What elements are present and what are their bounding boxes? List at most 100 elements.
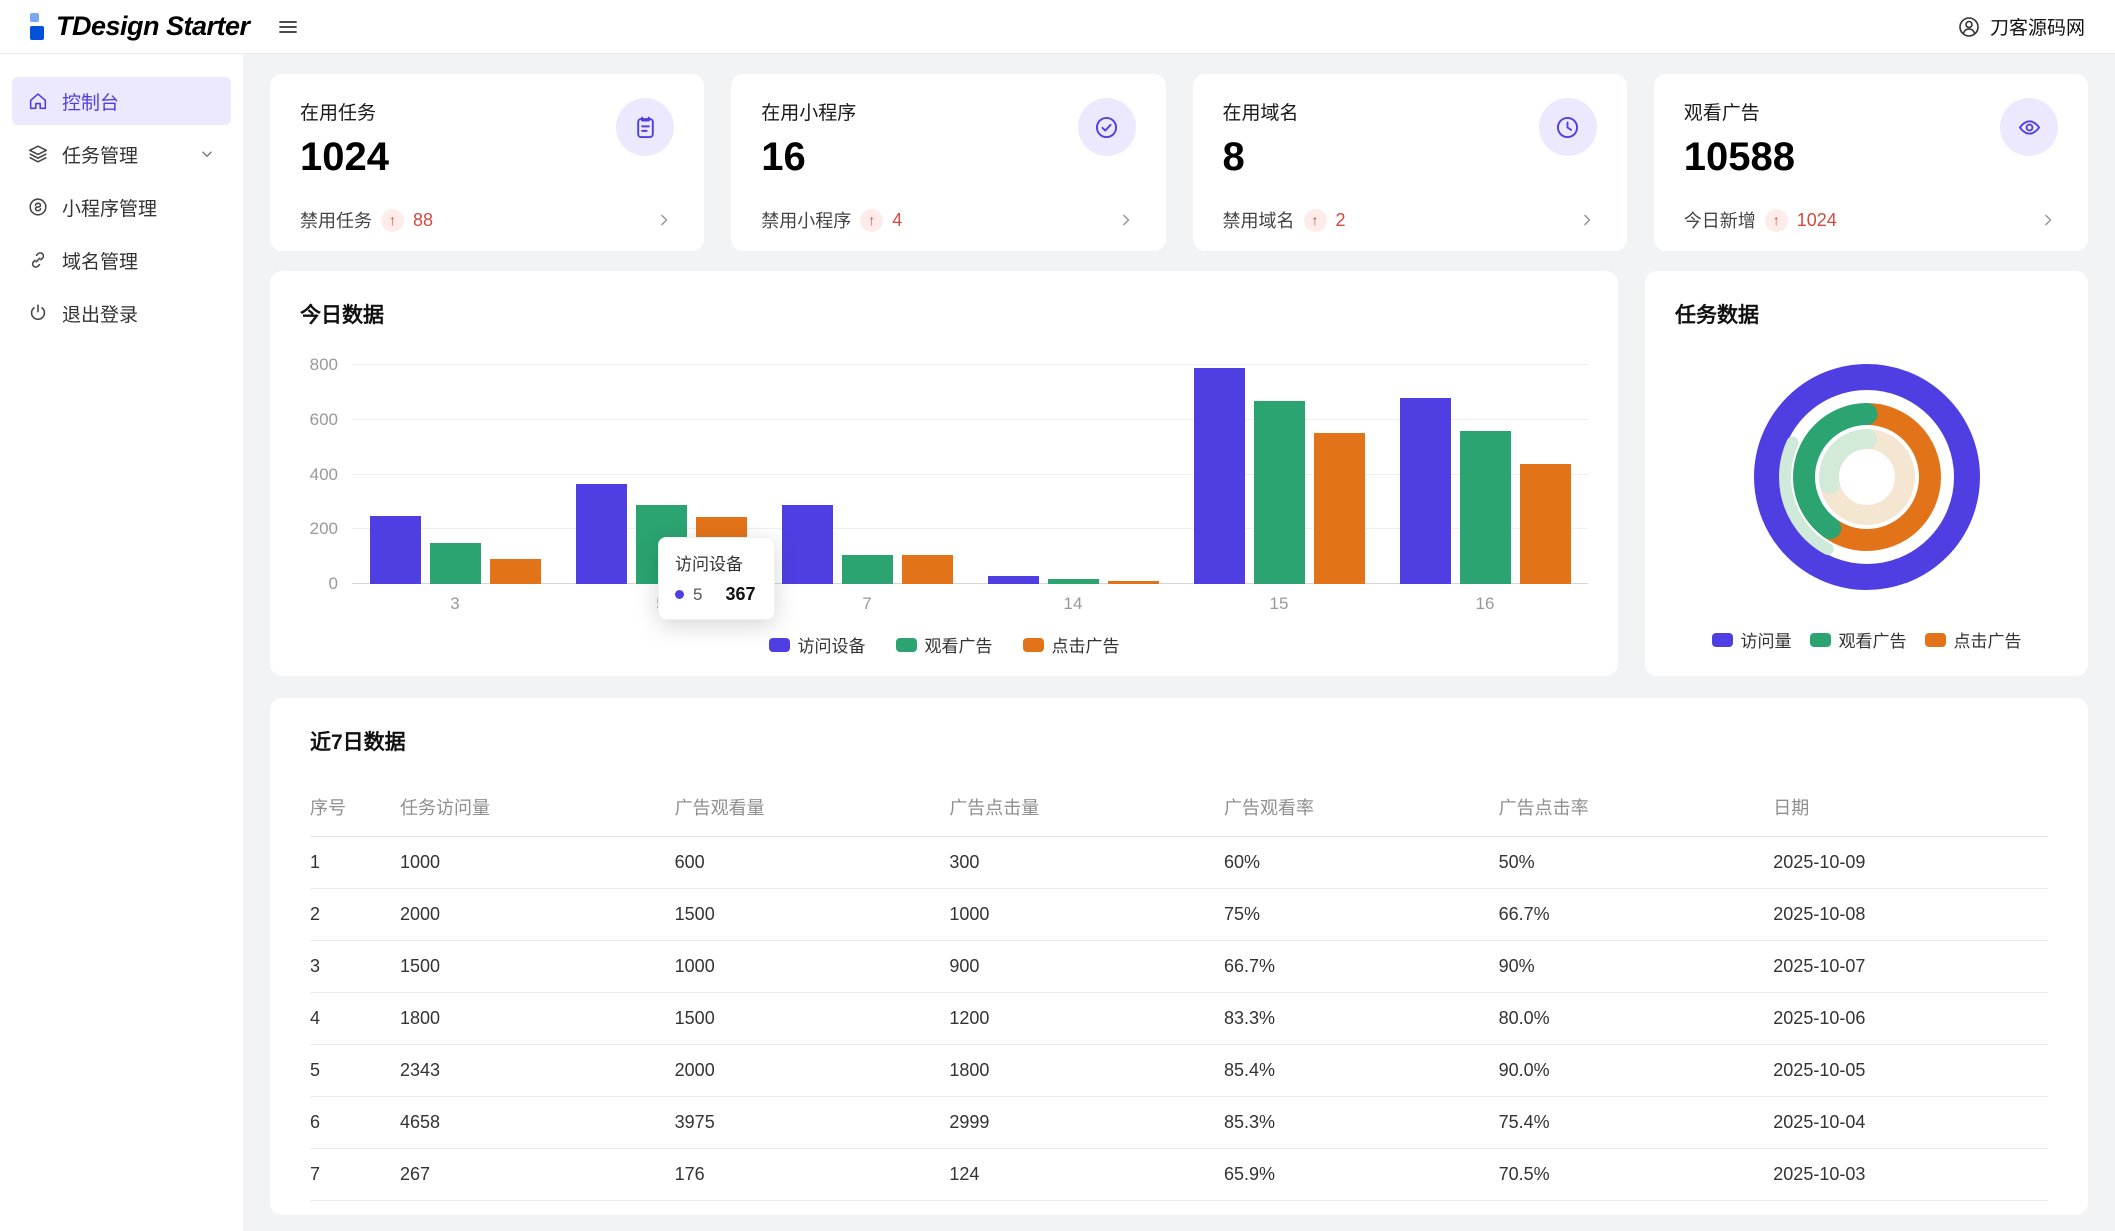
bar-访问设备[interactable] [369, 515, 421, 584]
legend-item[interactable]: 访问量 [1711, 627, 1792, 652]
chevron-right-icon[interactable] [1577, 210, 1597, 230]
stat-card-ad-views[interactable]: 观看广告 10588 今日新增 ↑ 1024 [1653, 74, 2088, 251]
sidebar-item-miniprogram-management[interactable]: 小程序管理 [12, 183, 231, 231]
x-tick-label: 16 [1475, 594, 1495, 613]
table-cell: 124 [949, 1148, 1224, 1201]
donut-segment-访问量[interactable] [1753, 364, 1980, 590]
home-icon [29, 93, 47, 110]
topbar: TDesign Starter 刀客源码网 [0, 0, 2115, 54]
stat-delta: 88 [413, 209, 434, 230]
bar-访问设备[interactable] [1399, 397, 1451, 584]
stat-top: 在用小程序 16 [761, 98, 1136, 180]
chevron-right-icon[interactable] [2038, 210, 2058, 230]
table-row: 5 2343 2000 1800 85.4% 90.0% 2025-10-05 [310, 1044, 2048, 1097]
table-cell: 50% [1498, 836, 1774, 889]
week-table-body: 1 1000 600 300 60% 50% 2025-10-09 2 2000 1500 1000… [310, 836, 2048, 1201]
table-column-header: 广告点击率 [1498, 778, 1774, 837]
donut-segment-观看广告-outer-light[interactable] [1778, 389, 1955, 565]
sidebar-item-task-management[interactable]: 任务管理 [12, 130, 231, 178]
chevron-down-icon[interactable] [198, 145, 216, 163]
bar-点击广告[interactable] [901, 555, 953, 584]
sidebar-item-dashboard[interactable]: 控制台 [12, 77, 231, 125]
stat-delta: 2 [1335, 209, 1346, 230]
bar-观看广告[interactable] [1047, 578, 1099, 584]
card-title: 任务数据 [1675, 304, 1759, 327]
legend-item[interactable]: 观看广告 [1809, 627, 1907, 652]
card-title: 今日数据 [300, 304, 384, 327]
table-column-header: 广告观看率 [1223, 778, 1499, 837]
stat-label: 在用域名 [1222, 103, 1299, 124]
stat-label: 在用小程序 [761, 103, 857, 124]
legend-swatch [1711, 632, 1733, 647]
stat-footer: 禁用小程序 ↑ 4 [761, 207, 1135, 233]
table-cell: 1500 [400, 940, 675, 993]
bar-访问设备[interactable] [1193, 367, 1245, 584]
bar-plot [352, 364, 1588, 584]
bar-观看广告[interactable] [1253, 400, 1305, 584]
stat-card-active-miniprograms[interactable]: 在用小程序 16 禁用小程序 ↑ 4 [731, 74, 1166, 251]
donut-segment-观看广告[interactable] [1792, 403, 1941, 551]
x-tick-label: 14 [1063, 594, 1083, 613]
bar-访问设备[interactable] [987, 575, 1039, 584]
bar-点击广告[interactable] [1107, 581, 1159, 584]
sidebar-item-label: 小程序管理 [62, 198, 158, 220]
legend-item[interactable]: 观看广告 [895, 632, 993, 657]
bar-group [352, 365, 558, 584]
stat-delta: 1024 [1796, 209, 1837, 230]
gridline [352, 583, 1588, 584]
bar-group [1176, 365, 1382, 584]
chevron-right-icon[interactable] [654, 210, 674, 230]
table-cell: 80.0% [1498, 992, 1774, 1045]
bar-观看广告[interactable] [841, 555, 893, 584]
stat-footer: 禁用域名 ↑ 2 [1223, 207, 1597, 233]
clock-icon [1538, 98, 1597, 156]
bar-点击广告[interactable] [1519, 463, 1571, 584]
legend-item[interactable]: 点击广告 [1022, 632, 1120, 657]
bar-观看广告[interactable] [429, 542, 481, 584]
menu-toggle-icon[interactable] [276, 15, 300, 39]
stat-card-active-domains[interactable]: 在用域名 8 禁用域名 ↑ 2 [1192, 74, 1627, 251]
table-cell: 66.7% [1498, 888, 1774, 941]
link-icon [31, 252, 45, 268]
table-cell: 1200 [949, 992, 1224, 1045]
table-cell: 267 [400, 1148, 675, 1201]
bar-观看广告[interactable] [1459, 430, 1511, 584]
bar-访问设备[interactable] [575, 483, 627, 584]
table-cell: 75% [1223, 888, 1499, 941]
table-cell: 2343 [400, 1044, 675, 1097]
table-column-header: 日期 [1773, 778, 2048, 837]
stat-value: 16 [761, 135, 806, 179]
series-marker-dot [675, 590, 684, 599]
table-column-header: 广告点击量 [949, 778, 1224, 837]
legend-item[interactable]: 访问设备 [768, 632, 866, 657]
donut-segment-inner-light-green[interactable] [1818, 429, 1915, 525]
week-table: 序号 任务访问量 广告观看量 广告点击量 广告观看率 广告点击率 日期 1 1000 600 30… [310, 778, 2048, 1201]
donut-chart[interactable] [1727, 337, 2007, 617]
legend-item[interactable]: 点击广告 [1924, 627, 2022, 652]
tdesign-logo-icon [30, 13, 44, 40]
y-tick-label: 600 [309, 409, 338, 429]
app-title: TDesign Starter [56, 11, 250, 41]
table-cell: 4 [310, 992, 400, 1045]
user-menu[interactable]: 刀客源码网 [1957, 13, 2085, 40]
stat-value: 8 [1222, 135, 1245, 179]
bar-group [970, 365, 1176, 584]
legend-swatch [895, 637, 917, 652]
table-cell: 1000 [949, 888, 1224, 941]
table-cell: 7 [310, 1148, 400, 1201]
gridline [352, 528, 1588, 530]
table-cell: 2025-10-09 [1773, 836, 2048, 889]
check-circle-icon [1077, 98, 1136, 156]
chevron-right-icon[interactable] [1116, 210, 1136, 230]
sidebar-item-domain-management[interactable]: 域名管理 [12, 236, 231, 284]
bar-访问设备[interactable] [781, 504, 833, 584]
table-cell: 2 [310, 888, 400, 941]
sidebar-item-logout[interactable]: 退出登录 [12, 289, 231, 337]
stat-card-active-tasks[interactable]: 在用任务 1024 禁用任务 ↑ 88 [270, 74, 705, 251]
bar-点击广告[interactable] [489, 559, 541, 584]
donut-wrap [1675, 337, 2058, 617]
bar-点击广告[interactable] [1313, 433, 1365, 584]
miniprogram-icon [29, 198, 47, 216]
